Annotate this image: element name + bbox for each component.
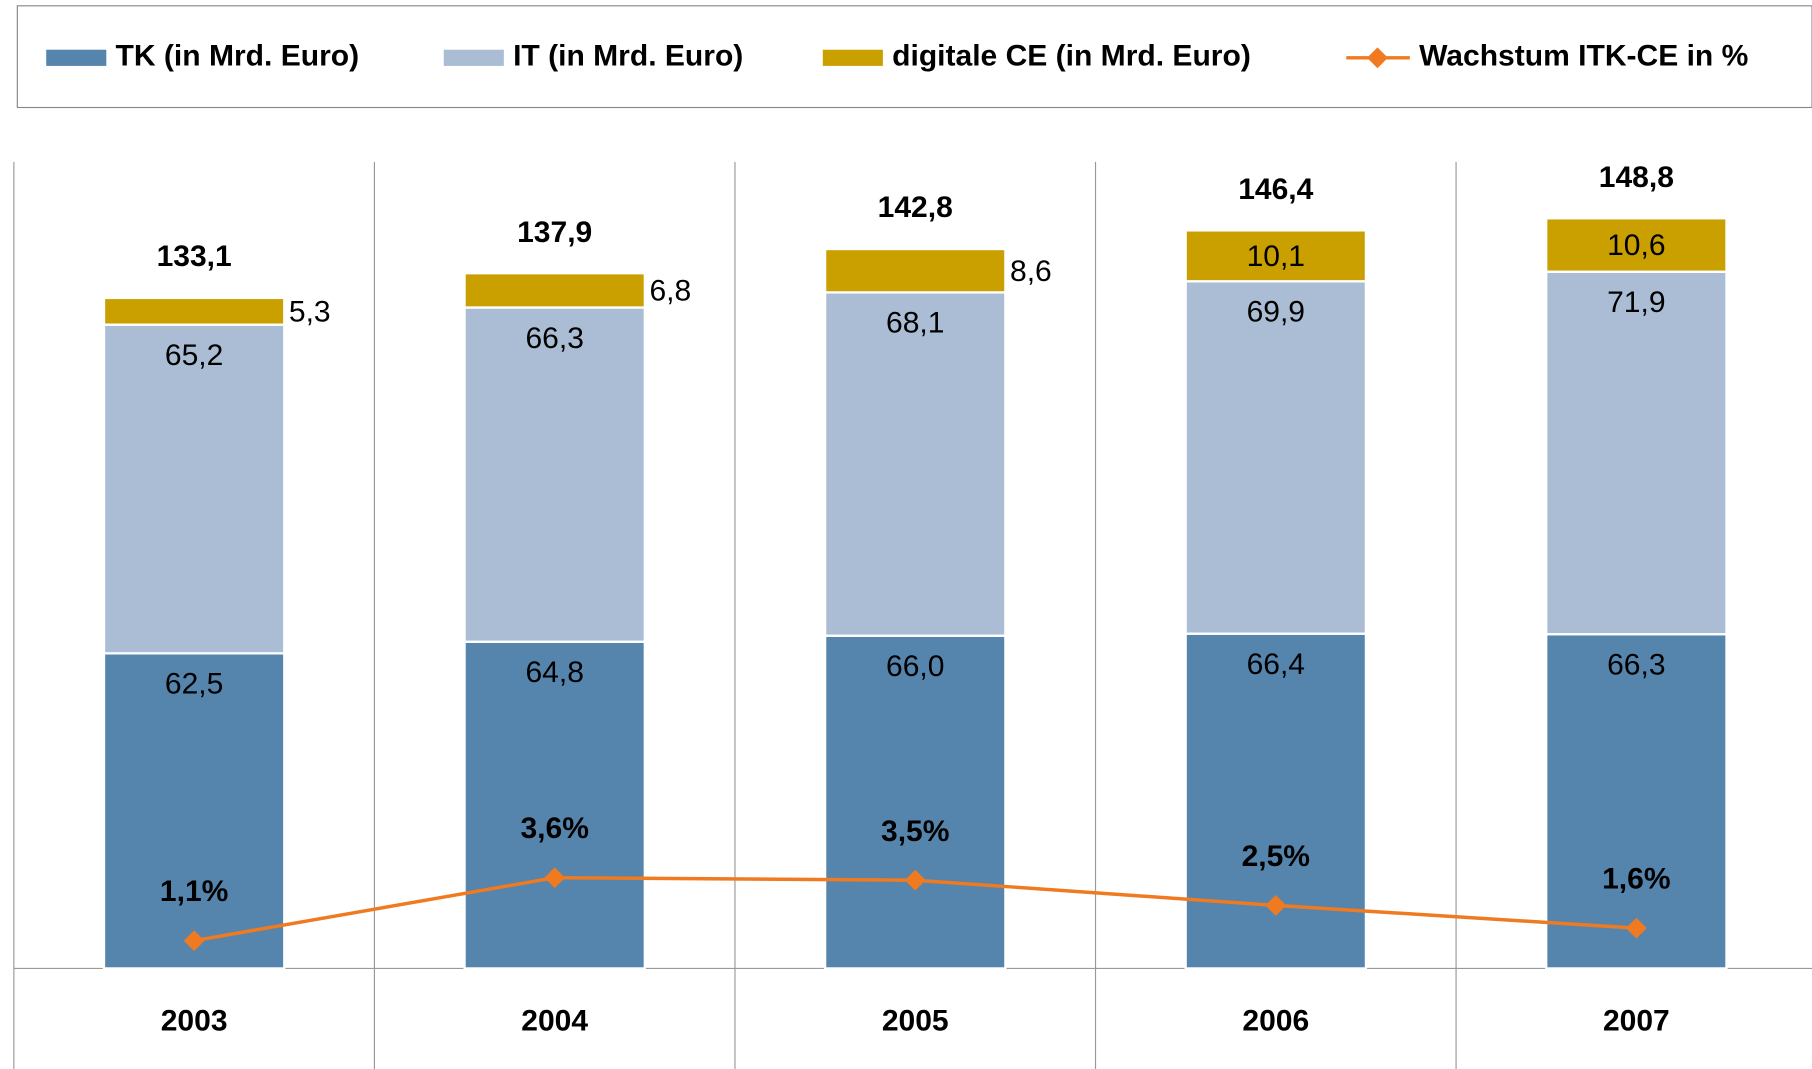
bar-segment <box>463 272 646 309</box>
legend-swatch <box>822 49 883 66</box>
value-label: 62,5 <box>165 668 223 701</box>
line-marker <box>544 867 566 889</box>
total-label: 142,8 <box>878 191 953 224</box>
bar-segment <box>463 306 646 643</box>
value-label: 64,8 <box>525 656 583 689</box>
value-label: 66,0 <box>886 650 944 683</box>
legend-label: Wachstum ITK-CE in % <box>1419 40 1748 73</box>
x-tick-label: 2005 <box>882 1005 949 1038</box>
value-label: 3,6% <box>520 812 588 845</box>
bar-segment <box>1184 229 1368 283</box>
legend-swatch <box>443 49 504 66</box>
legend-box <box>16 5 1812 109</box>
total-label: 146,4 <box>1238 173 1313 206</box>
value-label: 1,6% <box>1602 863 1670 896</box>
value-label: 5,3 <box>289 296 331 329</box>
value-label: 8,6 <box>1010 255 1052 288</box>
value-label: 2,5% <box>1242 840 1310 873</box>
line-marker <box>904 869 926 891</box>
bar-segment <box>1545 270 1728 636</box>
value-label: 69,9 <box>1247 296 1305 329</box>
total-label: 148,8 <box>1599 161 1674 194</box>
bar-segment <box>823 247 1007 294</box>
legend-label: TK (in Mrd. Euro) <box>116 40 360 73</box>
line-marker <box>1625 917 1647 939</box>
bar-segment <box>1545 217 1728 273</box>
bar-segment <box>463 640 646 970</box>
legend-marker <box>1367 47 1388 69</box>
value-label: 6,8 <box>649 275 691 308</box>
value-label: 71,9 <box>1607 286 1665 319</box>
x-tick-label: 2006 <box>1242 1005 1309 1038</box>
value-label: 66,3 <box>1607 648 1665 681</box>
total-label: 137,9 <box>517 216 592 249</box>
bar-segment <box>1545 633 1728 970</box>
bar-segment <box>1184 632 1368 970</box>
line-marker <box>1265 895 1287 916</box>
bar-segment <box>1184 280 1368 635</box>
x-tick-label: 2007 <box>1603 1005 1670 1038</box>
value-label: 10,1 <box>1247 240 1305 273</box>
bar-segment <box>102 323 286 655</box>
value-label: 66,4 <box>1247 648 1305 681</box>
value-label: 10,6 <box>1607 229 1665 262</box>
legend-label: digitale CE (in Mrd. Euro) <box>892 40 1251 73</box>
bar-segment <box>823 291 1007 637</box>
x-tick-label: 2003 <box>161 1005 228 1038</box>
value-label: 68,1 <box>886 307 944 340</box>
value-label: 65,2 <box>165 339 223 372</box>
line-marker <box>183 930 205 952</box>
bar-segment <box>823 634 1007 970</box>
bar-segment <box>102 296 286 326</box>
value-label: 1,1% <box>160 875 228 908</box>
total-label: 133,1 <box>157 240 232 273</box>
value-label: 66,3 <box>525 322 583 355</box>
x-tick-label: 2004 <box>521 1005 588 1038</box>
bar-segment <box>102 652 286 970</box>
legend-swatch <box>46 49 107 66</box>
value-label: 3,5% <box>881 815 949 848</box>
legend-label: IT (in Mrd. Euro) <box>513 40 743 73</box>
